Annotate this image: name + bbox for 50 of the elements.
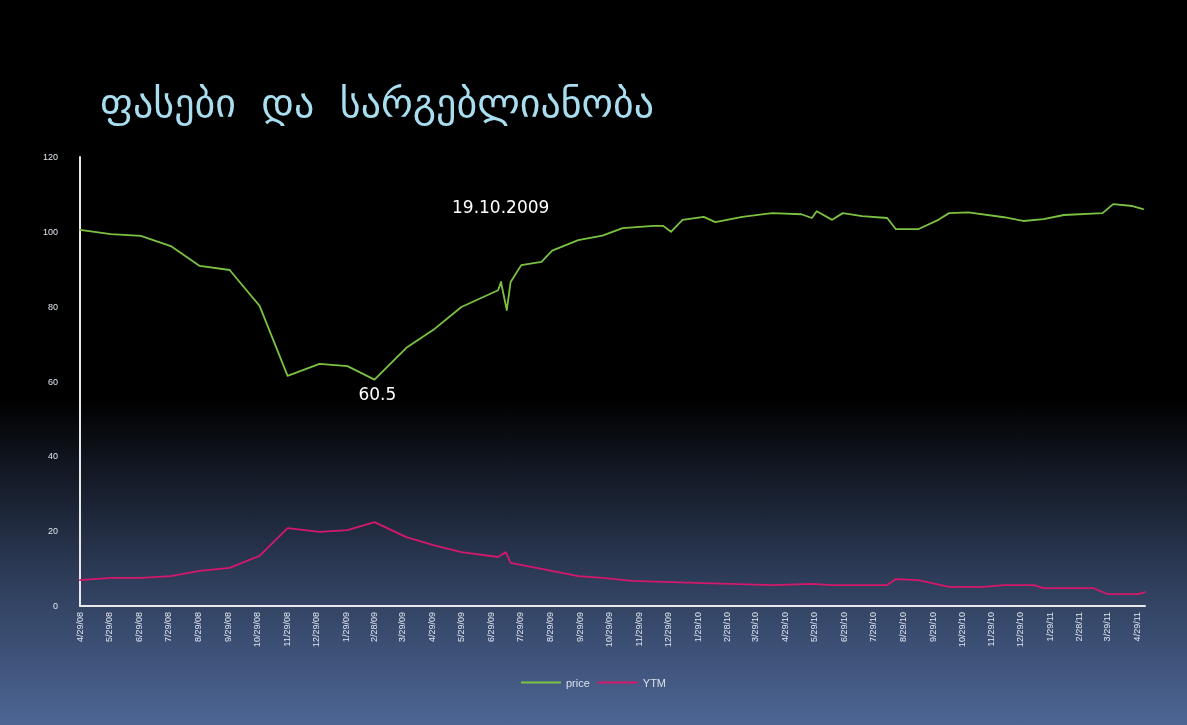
x-tick-label: 6/29/08 bbox=[133, 612, 144, 643]
x-tick-label: 3/29/11 bbox=[1102, 612, 1113, 642]
legend-label: price bbox=[565, 676, 590, 689]
x-tick-label: 7/29/08 bbox=[162, 612, 173, 643]
x-tick-label: 10/29/09 bbox=[604, 612, 615, 648]
y-tick-label: 20 bbox=[47, 526, 58, 537]
x-tick-label: 1/29/10 bbox=[692, 612, 703, 643]
x-tick-label: 5/29/08 bbox=[103, 612, 114, 643]
x-tick-label: 10/29/10 bbox=[956, 612, 967, 648]
x-tick-label: 8/29/08 bbox=[192, 612, 203, 643]
x-tick-label: 9/29/10 bbox=[927, 612, 938, 643]
annotation: 60.5 bbox=[358, 384, 397, 405]
line-series bbox=[79, 521, 1146, 595]
x-tick-label: 7/29/09 bbox=[515, 612, 526, 643]
x-tick-label: 8/29/10 bbox=[897, 612, 908, 643]
x-tick-label: 11/29/08 bbox=[281, 612, 292, 647]
y-tick-label: 60 bbox=[47, 376, 58, 387]
x-tick-label: 12/29/08 bbox=[310, 612, 321, 648]
y-tick-label: 120 bbox=[42, 152, 58, 162]
x-tick-label: 4/29/11 bbox=[1132, 612, 1143, 642]
x-tick-label: 1/29/09 bbox=[340, 612, 351, 643]
x-tick-label: 4/29/09 bbox=[427, 612, 438, 643]
chart-title: ფასები და სარგებლიანობა bbox=[100, 80, 655, 126]
x-tick-label: 12/29/09 bbox=[663, 612, 674, 648]
y-tick-label: 40 bbox=[47, 451, 58, 462]
x-tick-label: 7/29/10 bbox=[867, 612, 878, 643]
y-tick-label: 0 bbox=[52, 601, 58, 611]
x-tick-label: 9/29/08 bbox=[222, 612, 233, 643]
x-tick-label: 3/29/10 bbox=[749, 612, 760, 643]
x-tick-label: 6/29/10 bbox=[838, 612, 849, 643]
x-tick-label: 6/29/09 bbox=[486, 612, 497, 643]
x-tick-label: 2/28/09 bbox=[369, 612, 380, 643]
x-tick-label: 9/29/09 bbox=[575, 612, 586, 643]
x-tick-label: 5/29/09 bbox=[456, 612, 467, 643]
x-tick-label: 2/28/11 bbox=[1074, 612, 1085, 642]
y-tick-label: 100 bbox=[42, 226, 58, 237]
x-tick-label: 11/29/10 bbox=[986, 612, 997, 647]
x-tick-label: 4/29/10 bbox=[779, 612, 790, 643]
x-tick-label: 3/29/09 bbox=[397, 612, 408, 643]
x-tick-label: 2/28/10 bbox=[721, 612, 732, 643]
x-tick-label: 10/29/08 bbox=[251, 612, 262, 648]
x-tick-label: 1/29/11 bbox=[1045, 612, 1056, 642]
x-tick-label: 11/29/09 bbox=[634, 612, 645, 647]
y-tick-label: 80 bbox=[47, 301, 58, 312]
x-tick-label: 8/29/09 bbox=[545, 612, 556, 643]
x-tick-label: 5/29/10 bbox=[808, 612, 819, 643]
legend-label: YTM bbox=[642, 676, 667, 689]
annotation: 19.10.2009 bbox=[452, 196, 550, 217]
x-tick-label: 4/29/08 bbox=[75, 612, 85, 643]
x-tick-label: 12/29/10 bbox=[1015, 612, 1026, 648]
